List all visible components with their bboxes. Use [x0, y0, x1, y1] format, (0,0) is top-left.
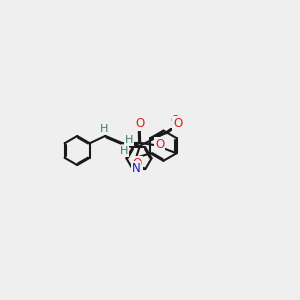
Text: H: H [125, 135, 133, 145]
Text: O: O [173, 117, 182, 130]
Text: O: O [170, 114, 179, 128]
Text: H: H [120, 146, 128, 156]
Text: O: O [135, 117, 144, 130]
Text: H: H [100, 124, 108, 134]
Text: O: O [155, 138, 164, 151]
Text: N: N [132, 162, 140, 175]
Text: O: O [132, 157, 142, 170]
